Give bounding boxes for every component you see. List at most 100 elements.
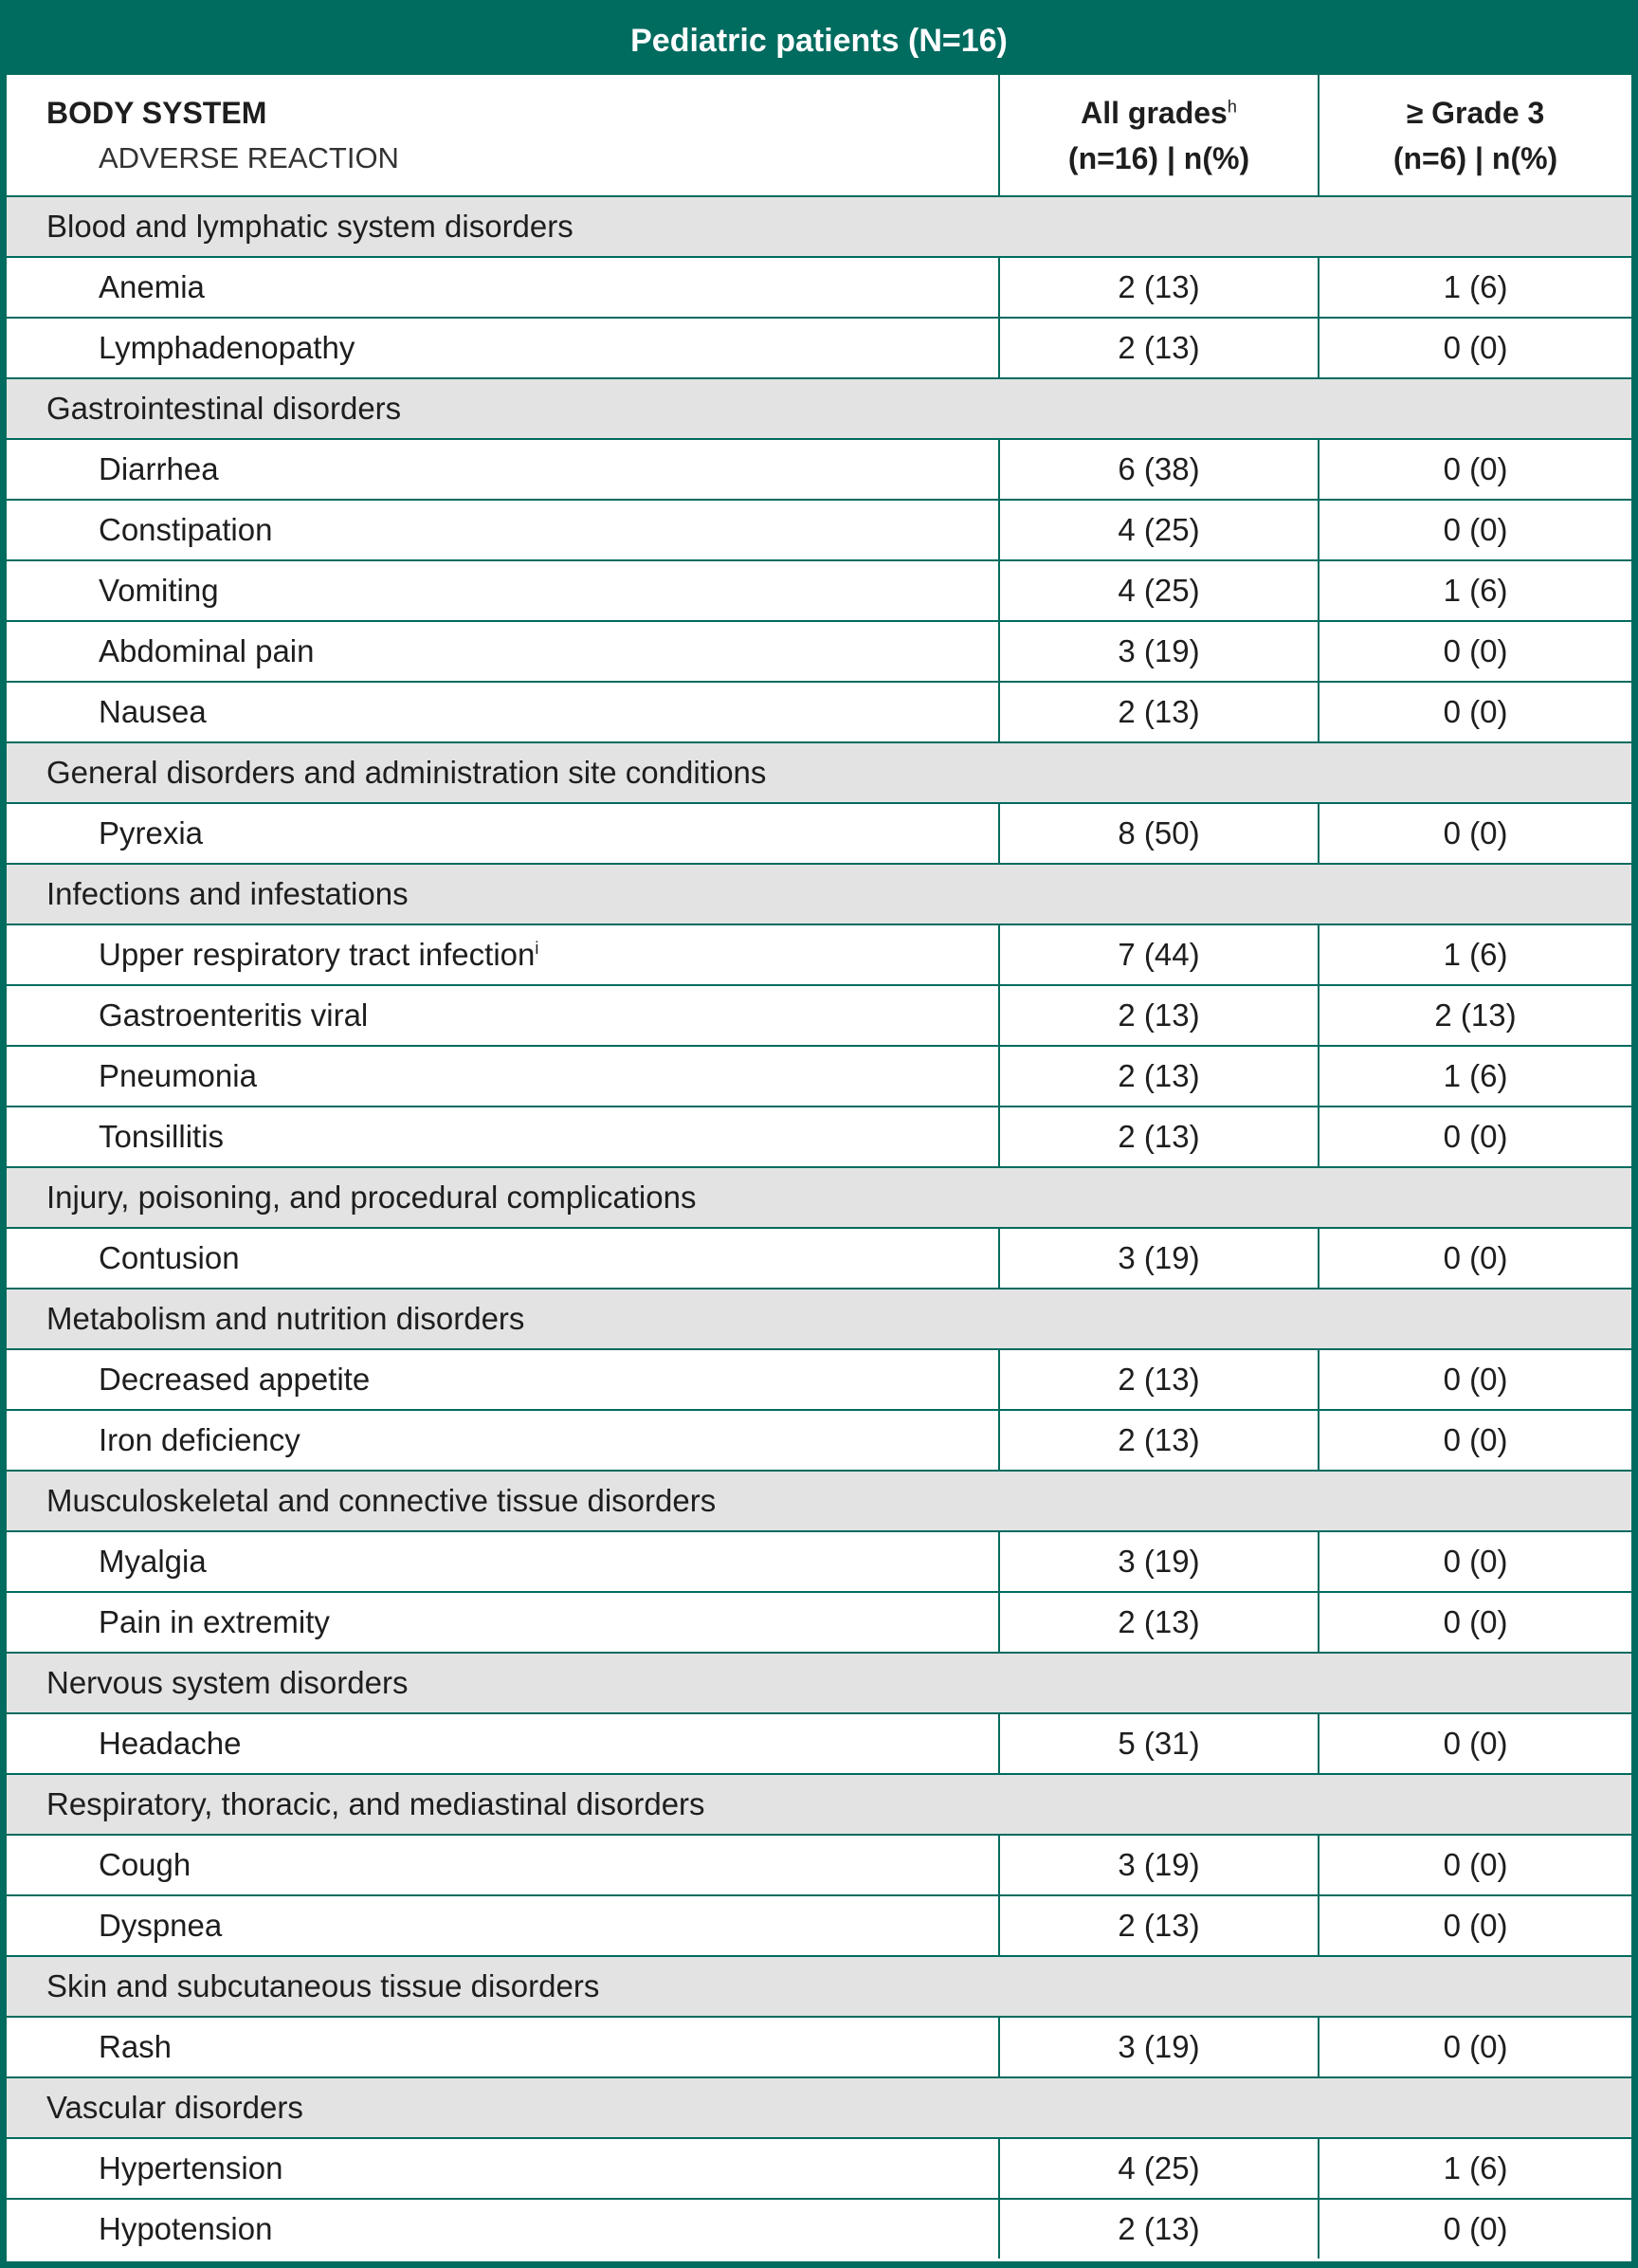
adverse-reaction-name: Contusion	[99, 1240, 240, 1275]
adverse-reaction-name: Hypertension	[99, 2150, 283, 2186]
all-grades-value: 4 (25)	[998, 560, 1319, 622]
all-grades-value: 3 (19)	[998, 1835, 1319, 1896]
table-row: Cough 3 (19) 0 (0)	[7, 1835, 1632, 1896]
adverse-reaction-cell: Pyrexia	[7, 803, 999, 865]
table-row: Myalgia 3 (19) 0 (0)	[7, 1531, 1632, 1593]
header-all-grades-line2: (n=16) | n(%)	[1067, 140, 1250, 175]
category-label: General disorders and administration sit…	[7, 742, 1632, 804]
table-title-row: Pediatric patients (N=16)	[7, 7, 1632, 75]
grade3-value: 0 (0)	[1317, 803, 1632, 865]
adverse-reaction-cell: Constipation	[7, 500, 999, 561]
adverse-reaction-cell: Gastroenteritis viral	[7, 985, 999, 1047]
all-grades-value: 4 (25)	[998, 500, 1319, 561]
adverse-reaction-cell: Vomiting	[7, 560, 999, 622]
all-grades-value: 4 (25)	[998, 2138, 1319, 2200]
all-grades-value: 2 (13)	[998, 257, 1319, 319]
grade3-value: 1 (6)	[1317, 2138, 1632, 2200]
adverse-reaction-cell: Cough	[7, 1835, 999, 1896]
table-row: Headache 5 (31) 0 (0)	[7, 1713, 1632, 1775]
adverse-reaction-name: Nausea	[99, 694, 207, 729]
grade3-value: 2 (13)	[1317, 985, 1632, 1047]
adverse-reaction-name: Iron deficiency	[99, 1422, 300, 1457]
adverse-reactions-table: Pediatric patients (N=16) BODY SYSTEM AD…	[7, 7, 1632, 2259]
category-row: Injury, poisoning, and procedural compli…	[7, 1167, 1632, 1229]
adverse-reaction-cell: Diarrhea	[7, 439, 999, 501]
table-row: Pneumonia 2 (13) 1 (6)	[7, 1046, 1632, 1107]
all-grades-value: 6 (38)	[998, 439, 1319, 501]
table-row: Dyspnea 2 (13) 0 (0)	[7, 1895, 1632, 1957]
category-row: Musculoskeletal and connective tissue di…	[7, 1471, 1632, 1532]
category-label: Skin and subcutaneous tissue disorders	[7, 1956, 1632, 2018]
grade3-value: 1 (6)	[1317, 924, 1632, 986]
adverse-reaction-name: Vomiting	[99, 573, 219, 608]
grade3-value: 0 (0)	[1317, 1895, 1632, 1957]
adverse-reaction-cell: Pneumonia	[7, 1046, 999, 1107]
adverse-reaction-cell: Iron deficiency	[7, 1410, 999, 1472]
grade3-value: 0 (0)	[1317, 1107, 1632, 1168]
all-grades-value: 2 (13)	[998, 985, 1319, 1047]
column-header-row: BODY SYSTEM ADVERSE REACTION All gradesh…	[7, 75, 1632, 197]
adverse-reaction-name: Tonsillitis	[99, 1119, 225, 1154]
all-grades-value: 2 (13)	[998, 1895, 1319, 1957]
header-body-system: BODY SYSTEM ADVERSE REACTION	[7, 75, 999, 197]
adverse-reaction-name: Pyrexia	[99, 815, 204, 850]
table-row: Diarrhea 6 (38) 0 (0)	[7, 439, 1632, 501]
category-label: Gastrointestinal disorders	[7, 378, 1632, 440]
all-grades-value: 2 (13)	[998, 1410, 1319, 1472]
grade3-value: 0 (0)	[1317, 1713, 1632, 1775]
adverse-reaction-name: Rash	[99, 2029, 173, 2064]
category-label: Vascular disorders	[7, 2077, 1632, 2139]
adverse-reaction-cell: Hypotension	[7, 2199, 999, 2259]
table-row: Hypotension 2 (13) 0 (0)	[7, 2199, 1632, 2259]
category-label: Nervous system disorders	[7, 1653, 1632, 1714]
table-row: Pain in extremity 2 (13) 0 (0)	[7, 1592, 1632, 1654]
all-grades-value: 2 (13)	[998, 2199, 1319, 2259]
all-grades-value: 2 (13)	[998, 1046, 1319, 1107]
header-adverse-reaction-label: ADVERSE REACTION	[99, 140, 399, 174]
grade3-value: 0 (0)	[1317, 439, 1632, 501]
adverse-reaction-name: Cough	[99, 1847, 191, 1882]
adverse-reaction-name: Abdominal pain	[99, 633, 315, 668]
grade3-value: 0 (0)	[1317, 1592, 1632, 1654]
adverse-reaction-name: Upper respiratory tract infection	[99, 937, 536, 972]
category-row: Nervous system disorders	[7, 1653, 1632, 1714]
adverse-reaction-name: Hypotension	[99, 2211, 273, 2246]
adverse-reaction-cell: Tonsillitis	[7, 1107, 999, 1168]
table-row: Upper respiratory tract infectioni 7 (44)…	[7, 924, 1632, 986]
all-grades-value: 2 (13)	[998, 682, 1319, 743]
adverse-reaction-cell: Rash	[7, 2017, 999, 2078]
adverse-reaction-cell: Decreased appetite	[7, 1349, 999, 1411]
adverse-reaction-name: Decreased appetite	[99, 1362, 371, 1397]
grade3-value: 0 (0)	[1317, 1410, 1632, 1472]
table-row: Constipation 4 (25) 0 (0)	[7, 500, 1632, 561]
table-row: Iron deficiency 2 (13) 0 (0)	[7, 1410, 1632, 1472]
category-label: Blood and lymphatic system disorders	[7, 196, 1632, 258]
header-grade3-line2: (n=6) | n(%)	[1392, 140, 1558, 175]
all-grades-value: 3 (19)	[998, 1531, 1319, 1593]
grade3-value: 1 (6)	[1317, 560, 1632, 622]
adverse-reaction-cell: Abdominal pain	[7, 621, 999, 683]
grade3-value: 0 (0)	[1317, 500, 1632, 561]
category-row: Respiratory, thoracic, and mediastinal d…	[7, 1774, 1632, 1836]
category-row: Gastrointestinal disorders	[7, 378, 1632, 440]
grade3-value: 0 (0)	[1317, 1228, 1632, 1289]
adverse-reaction-name: Pain in extremity	[99, 1604, 330, 1639]
grade3-value: 1 (6)	[1317, 1046, 1632, 1107]
adverse-reaction-name: Constipation	[99, 512, 273, 547]
adverse-reaction-name: Anemia	[99, 269, 205, 304]
adverse-reaction-cell: Dyspnea	[7, 1895, 999, 1957]
all-grades-value: 2 (13)	[998, 1592, 1319, 1654]
adverse-reaction-cell: Myalgia	[7, 1531, 999, 1593]
grade3-value: 0 (0)	[1317, 682, 1632, 743]
adverse-reaction-cell: Headache	[7, 1713, 999, 1775]
category-row: Vascular disorders	[7, 2077, 1632, 2139]
adverse-reaction-name: Diarrhea	[99, 451, 219, 486]
adverse-reaction-name: Pneumonia	[99, 1058, 257, 1093]
table-row: Tonsillitis 2 (13) 0 (0)	[7, 1107, 1632, 1168]
all-grades-value: 2 (13)	[998, 1349, 1319, 1411]
all-grades-value: 8 (50)	[998, 803, 1319, 865]
header-body-system-label: BODY SYSTEM	[46, 95, 267, 130]
adverse-reaction-cell: Upper respiratory tract infectioni	[7, 924, 999, 986]
all-grades-value: 2 (13)	[998, 318, 1319, 379]
adverse-reaction-name: Myalgia	[99, 1544, 207, 1579]
